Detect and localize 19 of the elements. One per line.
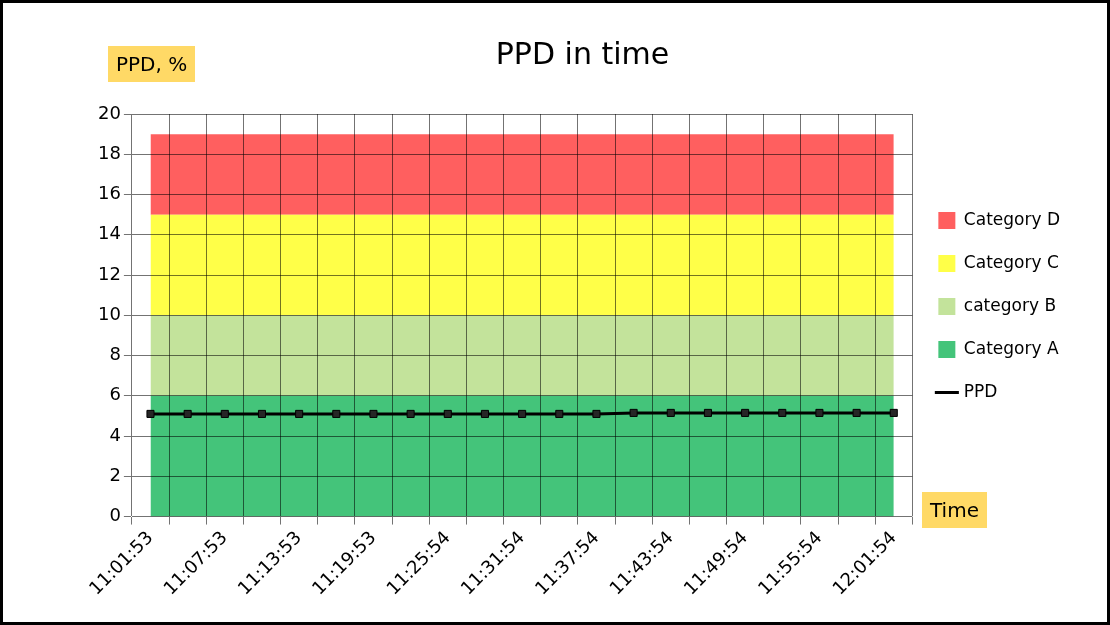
chart-title: PPD in time [495, 35, 670, 71]
y-tick-label: 18 [98, 141, 121, 163]
legend-label: Category D [963, 208, 1061, 229]
legend-label: Category A [963, 337, 1059, 358]
y-tick-label: 6 [109, 383, 121, 405]
x-axis-title: Time [922, 492, 987, 528]
y-tick-label: 2 [109, 463, 121, 485]
y-tick-label: 14 [98, 222, 121, 244]
legend-label: category B [963, 294, 1057, 315]
y-tick-label: 16 [98, 182, 121, 204]
y-tick-label: 0 [109, 504, 121, 526]
legend-label: Category C [963, 251, 1059, 272]
y-tick-label: 10 [98, 302, 121, 324]
y-tick-label: 4 [109, 423, 121, 445]
y-tick-label: 8 [109, 343, 121, 365]
y-tick-label: 12 [98, 262, 121, 284]
y-tick-label: 20 [98, 101, 121, 123]
y-axis-title: PPD, % [108, 46, 196, 82]
legend-label: PPD [963, 380, 998, 401]
